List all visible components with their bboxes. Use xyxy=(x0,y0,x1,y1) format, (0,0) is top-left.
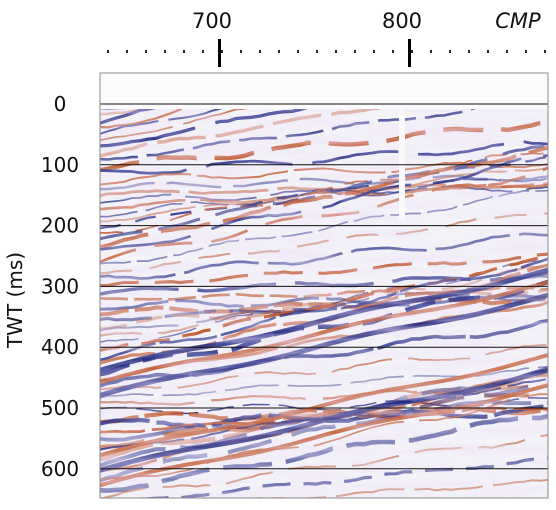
data-gap xyxy=(399,105,405,220)
minor-tick xyxy=(316,50,318,53)
y-tick-label-300: 300 xyxy=(41,274,79,298)
y-tick-label-200: 200 xyxy=(41,214,79,238)
y-tick-label-0: 0 xyxy=(54,92,67,116)
minor-tick xyxy=(297,50,299,53)
minor-tick xyxy=(240,50,242,53)
minor-tick xyxy=(354,50,356,53)
minor-tick xyxy=(392,50,394,53)
minor-tick xyxy=(107,50,109,53)
minor-tick xyxy=(202,50,204,53)
minor-tick xyxy=(430,50,432,53)
minor-tick xyxy=(449,50,451,53)
top-axis: 700 800 CMP xyxy=(107,9,546,67)
y-tick-label-400: 400 xyxy=(41,335,79,359)
left-axis: TWT (ms) 0 100 200 300 400 500 600 xyxy=(3,92,79,481)
minor-tick xyxy=(487,50,489,53)
minor-tick xyxy=(126,50,128,53)
top-tick-label-700: 700 xyxy=(192,9,232,33)
minor-tick xyxy=(278,50,280,53)
minor-tick xyxy=(145,50,147,53)
major-tick-700 xyxy=(218,39,221,67)
y-tick-label-500: 500 xyxy=(41,396,79,420)
top-tick-label-800: 800 xyxy=(382,9,422,33)
minor-tick xyxy=(525,50,527,53)
minor-tick xyxy=(468,50,470,53)
seismic-image xyxy=(100,73,548,498)
top-blank-zone xyxy=(100,73,548,109)
minor-tick xyxy=(183,50,185,53)
y-tick-label-600: 600 xyxy=(41,457,79,481)
minor-tick xyxy=(506,50,508,53)
minor-tick xyxy=(259,50,261,53)
y-axis-title: TWT (ms) xyxy=(3,252,27,349)
minor-tick xyxy=(373,50,375,53)
plot-frame xyxy=(99,72,549,499)
minor-tick xyxy=(335,50,337,53)
major-tick-800 xyxy=(408,39,411,67)
minor-tick xyxy=(221,50,223,53)
top-axis-unit-label: CMP xyxy=(495,9,541,33)
minor-tick xyxy=(544,50,546,53)
minor-ticks xyxy=(107,50,546,53)
y-tick-label-100: 100 xyxy=(41,153,79,177)
minor-tick xyxy=(164,50,166,53)
minor-tick xyxy=(411,50,413,53)
